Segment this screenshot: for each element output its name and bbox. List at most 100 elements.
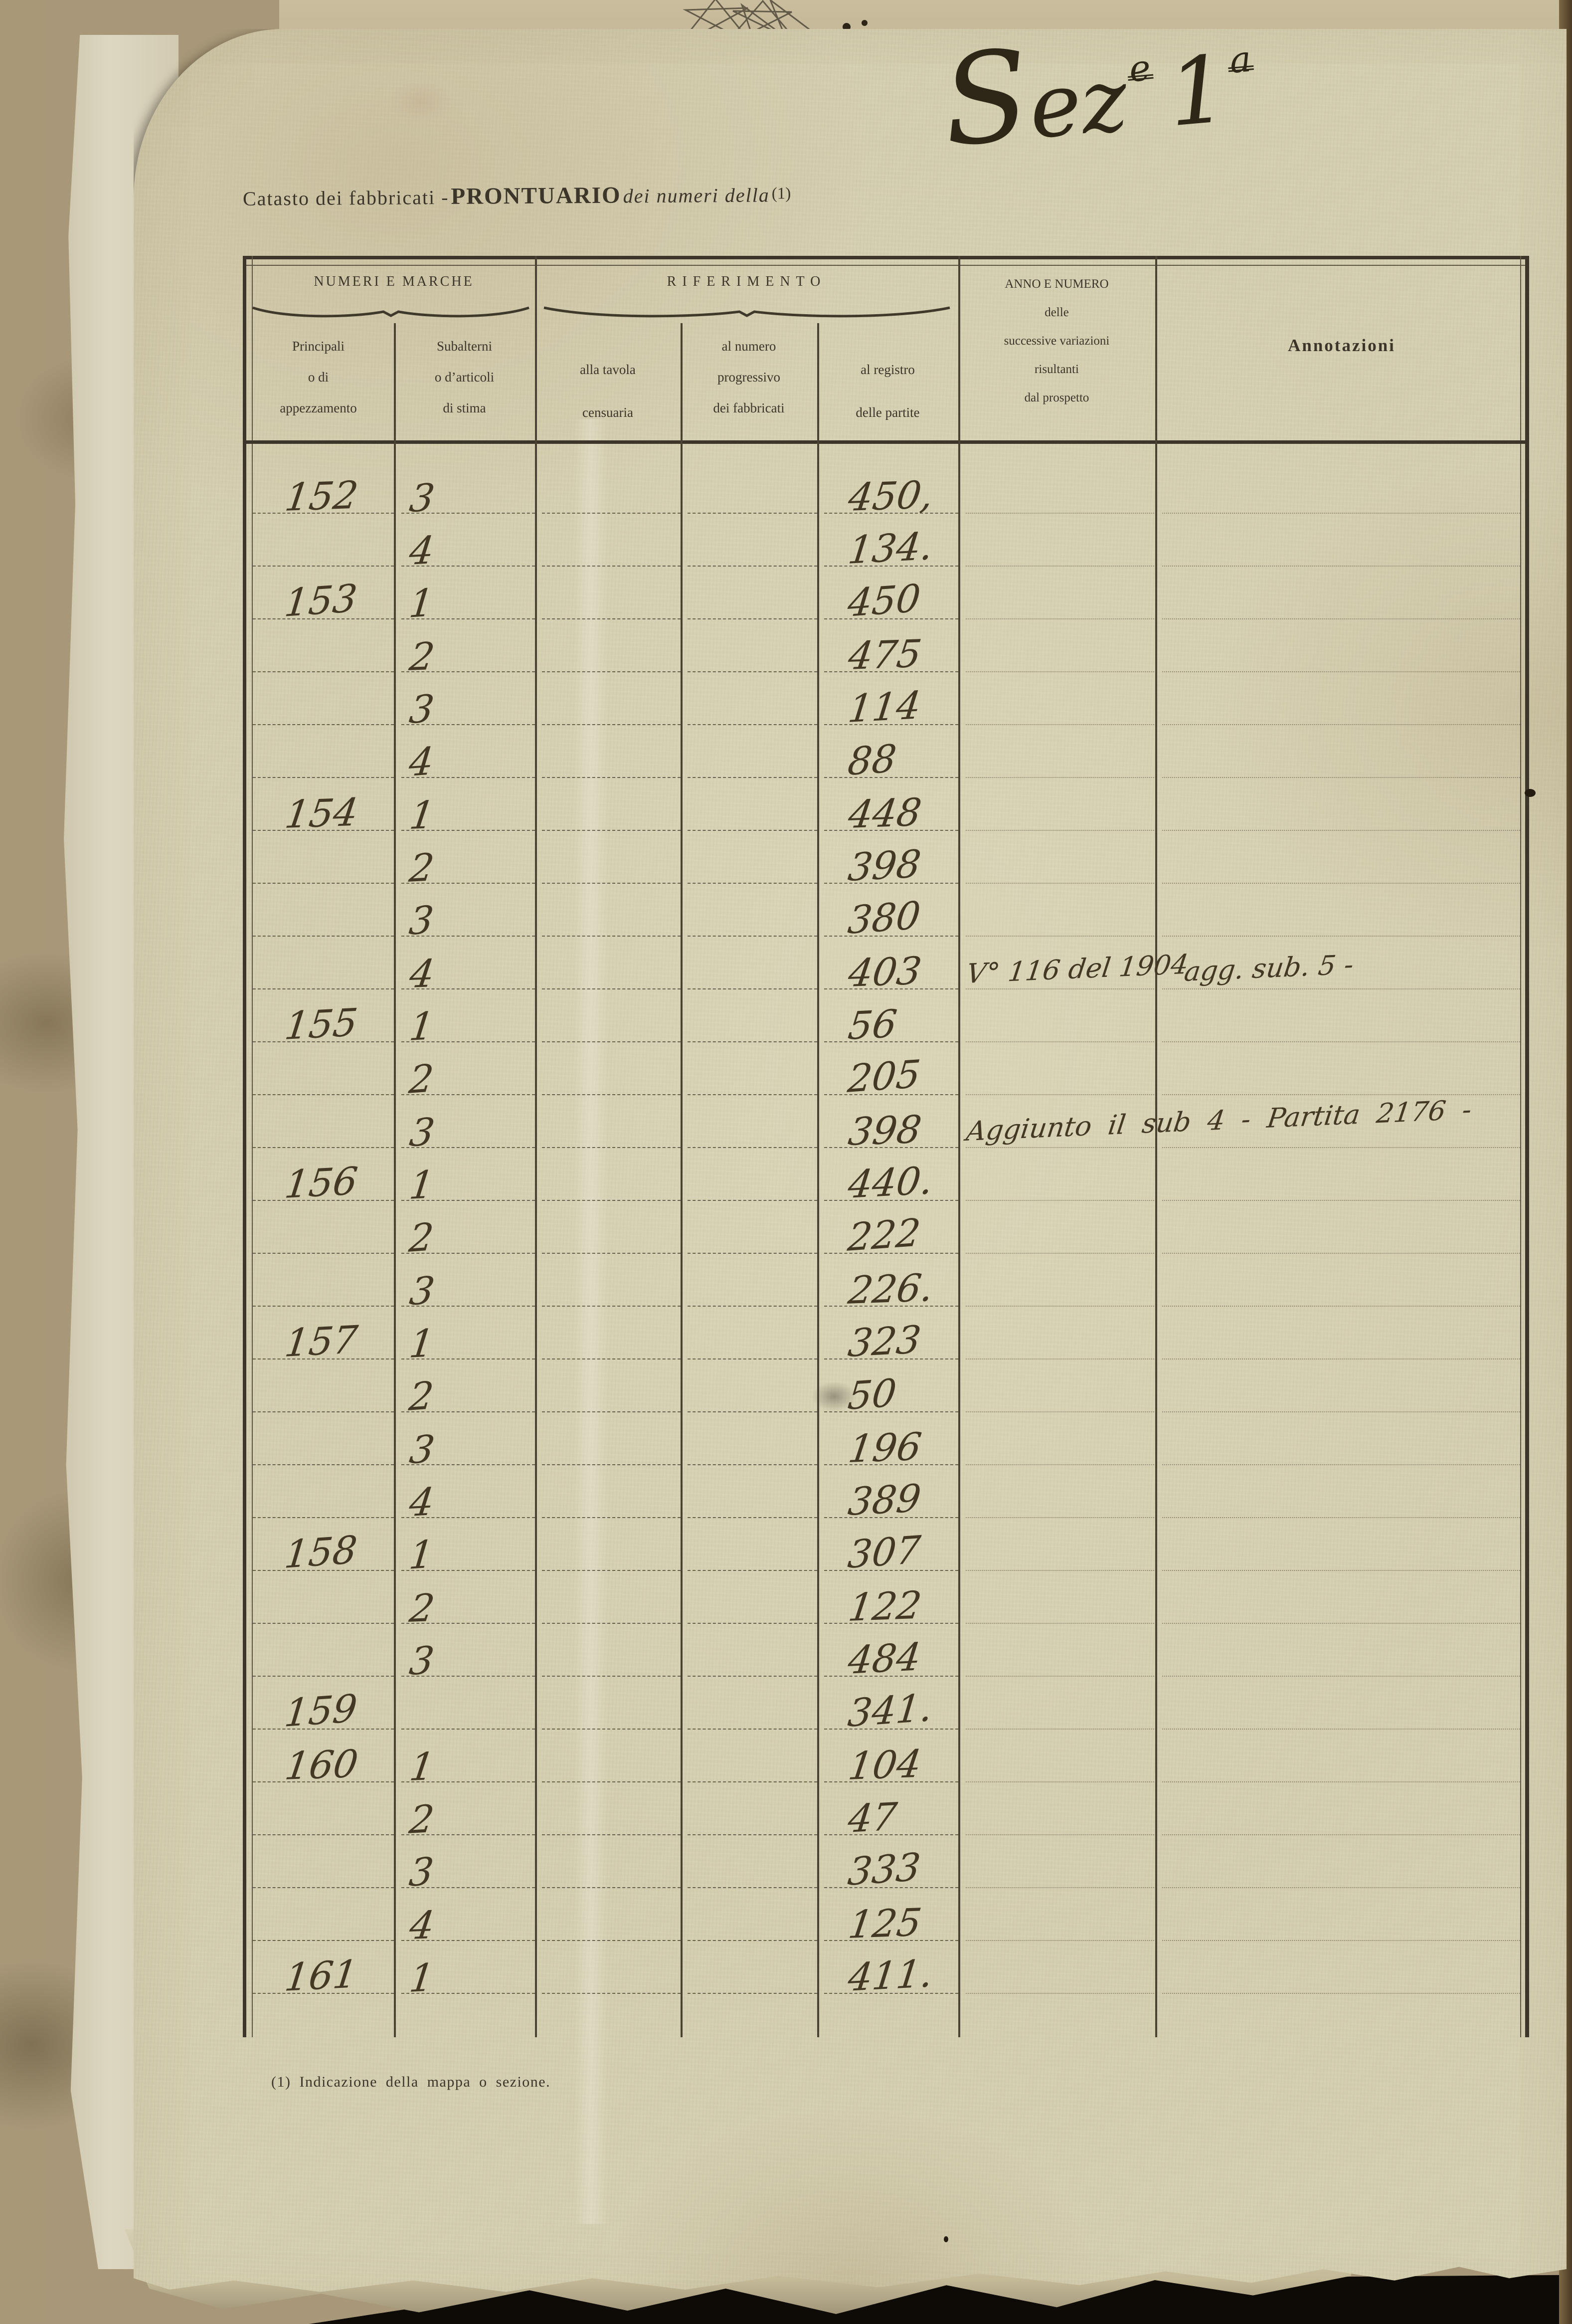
row-baseline xyxy=(401,1306,535,1307)
row-baseline xyxy=(966,1253,1154,1254)
table-row: 158 1 307 xyxy=(243,1518,1529,1578)
handwritten-subalterno: 4 xyxy=(407,527,437,574)
row-baseline xyxy=(688,1887,817,1888)
handwritten-subalterno: 3 xyxy=(407,686,437,733)
handwritten-principale: 157 xyxy=(282,1317,360,1366)
row-baseline xyxy=(542,777,681,778)
row-baseline xyxy=(401,1887,535,1888)
row-baseline xyxy=(966,777,1154,778)
row-baseline xyxy=(688,671,817,672)
handwritten-subalterno: 3 xyxy=(407,1426,438,1473)
row-baseline xyxy=(401,513,535,514)
row-baseline xyxy=(542,724,681,725)
row-baseline xyxy=(401,1834,535,1835)
row-baseline xyxy=(542,1993,681,1994)
header-brace-right xyxy=(543,306,950,318)
row-baseline xyxy=(253,566,394,567)
row-baseline xyxy=(966,566,1154,567)
row-baseline xyxy=(253,1094,394,1095)
handwritten-subalterno: 1 xyxy=(407,580,436,627)
row-baseline xyxy=(542,1306,681,1307)
row-baseline xyxy=(1162,936,1520,937)
row-baseline xyxy=(824,1306,958,1307)
row-baseline xyxy=(966,1358,1154,1359)
column-header-line: delle partite xyxy=(856,405,920,420)
header-brace-left xyxy=(252,306,529,318)
handwritten-subalterno: 3 xyxy=(407,475,438,521)
row-baseline xyxy=(688,1676,817,1677)
row-baseline xyxy=(688,1570,817,1571)
row-baseline xyxy=(824,936,958,937)
table-row: 2 50 xyxy=(243,1359,1529,1419)
handwritten-subalterno: 1 xyxy=(407,1954,437,2001)
handwritten-registro: 398 xyxy=(846,1107,924,1155)
row-baseline xyxy=(253,1623,394,1624)
row-baseline xyxy=(966,1411,1154,1412)
row-baseline xyxy=(401,724,535,725)
handwritten-registro: 47 xyxy=(846,1794,899,1842)
row-baseline xyxy=(542,936,681,937)
column-header-line: delle xyxy=(1045,306,1069,319)
title-middle: dei numeri della xyxy=(623,184,770,207)
column-header-line: dal prospetto xyxy=(1024,391,1089,404)
row-baseline xyxy=(824,1623,958,1624)
row-baseline xyxy=(688,1781,817,1782)
handwritten-registro: 380 xyxy=(846,893,923,943)
row-baseline xyxy=(824,1993,958,1994)
handwritten-subalterno: 4 xyxy=(407,738,436,785)
row-baseline xyxy=(1162,566,1520,567)
handwritten-registro: 333 xyxy=(846,1844,923,1895)
handwritten-registro: 134. xyxy=(846,523,936,573)
row-baseline xyxy=(253,1147,394,1148)
row-baseline xyxy=(401,1729,535,1730)
row-baseline xyxy=(401,883,535,884)
row-baseline xyxy=(253,671,394,672)
row-baseline xyxy=(401,1358,535,1359)
handwritten-annotazione-estesa: Aggiunto il sub 4 - Partita 2176 - xyxy=(964,1094,1474,1147)
row-baseline xyxy=(253,1200,394,1201)
table-row: 154 1 448 xyxy=(243,778,1529,838)
row-baseline xyxy=(253,1464,394,1465)
table-row: 2 222 xyxy=(243,1201,1529,1261)
section-word-initial: Sez xyxy=(937,22,1132,175)
row-baseline xyxy=(401,1993,535,1994)
row-baseline xyxy=(253,513,394,514)
handwritten-principale: 159 xyxy=(282,1686,359,1736)
row-baseline xyxy=(253,988,394,989)
row-baseline xyxy=(966,1940,1154,1941)
row-baseline xyxy=(401,566,535,567)
row-baseline xyxy=(966,671,1154,672)
row-baseline xyxy=(688,1094,817,1095)
row-baseline xyxy=(542,1887,681,1888)
handwritten-subalterno: 1 xyxy=(407,1003,437,1050)
handwritten-principale: 155 xyxy=(282,999,360,1049)
table-border-left-thick xyxy=(243,256,246,2037)
handwritten-registro: 125 xyxy=(846,1900,924,1947)
row-baseline xyxy=(688,1729,817,1730)
section-superscript-e: e xyxy=(1126,46,1154,90)
row-baseline xyxy=(542,830,681,831)
row-baseline xyxy=(253,724,394,725)
table-border-left-thin xyxy=(252,256,253,2037)
row-baseline xyxy=(824,618,958,619)
row-baseline xyxy=(688,1147,817,1148)
row-baseline xyxy=(1162,1358,1520,1359)
table-row: 4 125 xyxy=(243,1888,1529,1948)
table-row: 156 1 440. xyxy=(243,1148,1529,1208)
row-baseline xyxy=(966,883,1154,884)
row-baseline xyxy=(966,1887,1154,1888)
handwritten-registro: 104 xyxy=(846,1741,924,1789)
row-baseline xyxy=(824,1094,958,1095)
handwritten-subalterno: 4 xyxy=(407,1479,437,1526)
row-baseline xyxy=(1162,513,1520,514)
handwritten-subalterno: 2 xyxy=(407,1055,436,1103)
row-baseline xyxy=(401,1200,535,1201)
row-baseline xyxy=(966,1834,1154,1835)
row-baseline xyxy=(824,724,958,725)
handwritten-subalterno: 4 xyxy=(407,951,438,997)
table-row: 152 3 450, xyxy=(243,444,1529,521)
column-header-registro: al registro delle partite xyxy=(817,348,958,434)
handwritten-registro: 484 xyxy=(846,1634,924,1683)
handwritten-registro: 307 xyxy=(846,1527,923,1577)
